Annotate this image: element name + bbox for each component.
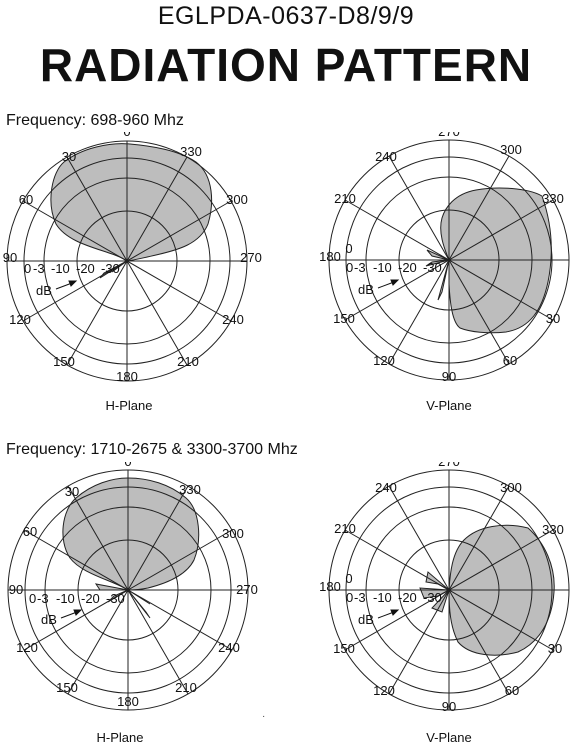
db-label-10: -10	[51, 261, 70, 276]
polar-plot-v-plane-band-1: 270 300 330 0 30 60 90 120 150 180 210 2…	[319, 132, 570, 384]
db-label-10: -10	[373, 260, 392, 275]
plane-label-v-band-2: V-Plane	[426, 730, 472, 745]
angle-label-0: 0	[345, 571, 352, 586]
db-label-30: -30	[423, 260, 442, 275]
angle-label-240: 240	[218, 640, 240, 655]
angle-label-60: 60	[503, 353, 517, 368]
angle-label-300: 300	[500, 142, 522, 157]
db-label-3: -3	[354, 590, 366, 605]
angle-label-60: 60	[505, 683, 519, 698]
angle-label-210: 210	[177, 354, 199, 369]
angle-label-180: 180	[117, 694, 139, 709]
angle-label-180: 180	[319, 579, 341, 594]
db-label-0: 0	[24, 261, 31, 276]
angle-label-150: 150	[333, 641, 355, 656]
db-arrow	[377, 609, 400, 619]
angle-label-30: 30	[548, 641, 562, 656]
angle-label-330: 330	[179, 482, 201, 497]
db-arrow	[55, 280, 78, 290]
angle-label-270: 270	[438, 462, 460, 469]
angle-label-60: 60	[23, 524, 37, 539]
angle-label-90: 90	[442, 369, 456, 384]
angle-label-300: 300	[500, 480, 522, 495]
angle-label-60: 60	[19, 192, 33, 207]
db-unit-label: dB	[41, 612, 57, 627]
angle-label-180: 180	[319, 249, 341, 264]
db-unit-label: dB	[358, 282, 374, 297]
angle-label-330: 330	[180, 144, 202, 159]
polar-plot-h-plane-band-2: 0 330 300 270 240 210 180 150 120 90 60 …	[7, 462, 258, 711]
angle-label-90: 90	[442, 699, 456, 714]
angle-label-120: 120	[9, 312, 31, 327]
polar-plot-h-plane-band-1: 0 330 300 270 240 210 180 150 120 90 60 …	[3, 132, 262, 384]
angle-label-150: 150	[333, 311, 355, 326]
angle-label-210: 210	[175, 680, 197, 695]
angle-label-180: 180	[116, 369, 138, 384]
plane-label-h-band-1: H-Plane	[105, 398, 153, 413]
angle-label-300: 300	[226, 192, 248, 207]
db-label-30: -30	[423, 590, 442, 605]
plane-label-h-band-2: H-Plane	[96, 730, 144, 745]
db-arrow	[377, 279, 400, 289]
angle-label-270: 270	[438, 132, 460, 139]
angle-label-120: 120	[16, 640, 38, 655]
db-unit-label: dB	[358, 612, 374, 627]
db-label-0: 0	[346, 260, 353, 275]
angle-label-210: 210	[334, 191, 356, 206]
angle-label-0: 0	[123, 132, 130, 139]
db-label-3: -3	[354, 260, 366, 275]
angle-label-240: 240	[375, 149, 397, 164]
angle-label-120: 120	[373, 683, 395, 698]
polar-plot-v-plane-band-2: 270 300 330 0 30 60 90 120 150 180 210 2…	[319, 462, 570, 714]
db-label-10: -10	[373, 590, 392, 605]
db-label-0: 0	[29, 591, 36, 606]
db-arrow	[60, 609, 83, 619]
frequency-label-band-1: Frequency: 698-960 Mhz	[6, 112, 184, 129]
stray-mark: ·	[262, 711, 266, 722]
db-label-0: 0	[346, 590, 353, 605]
page-title: RADIATION PATTERN	[39, 39, 533, 91]
angle-label-0: 0	[124, 462, 131, 469]
angle-label-300: 300	[222, 526, 244, 541]
angle-label-150: 150	[56, 680, 78, 695]
db-label-30: -30	[106, 591, 125, 606]
angle-label-330: 330	[542, 191, 564, 206]
angle-label-270: 270	[236, 582, 258, 597]
db-label-3: -3	[37, 591, 49, 606]
angle-label-150: 150	[53, 354, 75, 369]
angle-label-330: 330	[542, 522, 564, 537]
db-label-20: -20	[76, 261, 95, 276]
plane-label-v-band-1: V-Plane	[426, 398, 472, 413]
db-label-20: -20	[398, 260, 417, 275]
angle-label-0: 0	[345, 241, 352, 256]
angle-label-120: 120	[373, 353, 395, 368]
angle-label-270: 270	[240, 250, 262, 265]
angle-label-240: 240	[222, 312, 244, 327]
model-number: EGLPDA-0637-D8/9/9	[157, 2, 415, 30]
angle-label-30: 30	[65, 484, 79, 499]
db-label-3: -3	[33, 261, 45, 276]
db-label-20: -20	[81, 591, 100, 606]
db-unit-label: dB	[36, 283, 52, 298]
angle-label-90: 90	[3, 250, 17, 265]
angle-label-210: 210	[334, 521, 356, 536]
frequency-label-band-2: Frequency: 1710-2675 & 3300-3700 Mhz	[6, 441, 298, 458]
angle-label-90: 90	[9, 582, 23, 597]
db-label-20: -20	[398, 590, 417, 605]
angle-label-240: 240	[375, 480, 397, 495]
db-label-10: -10	[56, 591, 75, 606]
angle-label-30: 30	[62, 149, 76, 164]
db-label-30: -30	[101, 261, 120, 276]
angle-label-30: 30	[546, 311, 560, 326]
